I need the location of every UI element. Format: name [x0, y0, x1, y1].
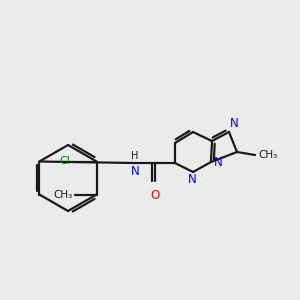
Text: N: N — [130, 165, 140, 178]
Text: O: O — [150, 189, 160, 202]
Text: N: N — [230, 117, 239, 130]
Text: CH₃: CH₃ — [53, 190, 73, 200]
Text: N: N — [214, 157, 223, 169]
Text: Cl: Cl — [60, 157, 70, 166]
Text: H: H — [131, 151, 139, 161]
Text: CH₃: CH₃ — [258, 150, 277, 160]
Text: N: N — [188, 173, 196, 186]
